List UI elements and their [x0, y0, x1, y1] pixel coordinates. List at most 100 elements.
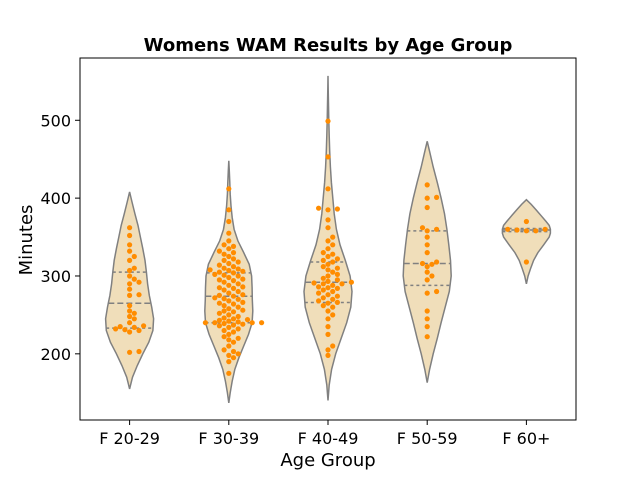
data-point — [226, 324, 232, 330]
data-point — [424, 308, 430, 314]
data-point — [240, 292, 246, 298]
data-point — [216, 323, 222, 329]
data-point — [230, 293, 237, 299]
data-point — [226, 298, 232, 304]
x-tick-label: F 40-49 — [298, 429, 359, 448]
data-point — [316, 284, 322, 290]
data-point — [226, 260, 232, 267]
data-point — [226, 352, 232, 358]
data-point — [127, 281, 133, 287]
data-point — [230, 256, 237, 262]
data-point — [334, 285, 340, 291]
data-point — [207, 267, 213, 273]
data-point — [330, 288, 336, 295]
data-point — [320, 287, 326, 293]
data-point — [325, 246, 331, 252]
data-point — [235, 259, 241, 265]
data-point — [117, 324, 123, 330]
data-point — [131, 253, 137, 260]
data-point — [235, 335, 241, 341]
data-point — [226, 267, 232, 274]
data-point — [221, 257, 227, 263]
data-point — [212, 320, 218, 326]
data-point — [127, 273, 133, 279]
data-point — [325, 331, 331, 337]
data-point — [127, 232, 133, 239]
violin-group — [402, 141, 452, 383]
y-axis-label: Minutes — [16, 205, 37, 276]
data-point — [226, 337, 232, 343]
violin-group — [202, 160, 265, 404]
data-point — [230, 339, 237, 345]
data-point — [325, 267, 331, 273]
data-point — [221, 287, 227, 293]
data-point — [325, 300, 331, 306]
data-point — [240, 284, 246, 290]
x-tick-label: F 30-39 — [198, 429, 259, 448]
data-point — [136, 327, 142, 334]
data-point — [226, 207, 232, 213]
data-point — [325, 324, 331, 330]
data-point — [334, 277, 340, 283]
data-point — [230, 301, 237, 307]
data-point — [216, 300, 222, 306]
data-point — [221, 272, 227, 278]
plot-area — [104, 75, 552, 404]
data-point — [320, 303, 326, 309]
data-point — [221, 279, 227, 285]
data-point — [334, 271, 340, 277]
data-point — [221, 347, 227, 353]
data-point — [348, 279, 354, 285]
data-point — [424, 277, 430, 283]
data-point — [221, 308, 227, 314]
data-point — [221, 327, 227, 334]
data-point — [424, 269, 430, 275]
data-point — [325, 225, 331, 231]
data-point — [127, 248, 133, 254]
data-point — [221, 334, 227, 340]
violin-body — [501, 198, 552, 284]
data-point — [230, 250, 237, 256]
chart-title: Womens WAM Results by Age Group — [144, 35, 513, 56]
x-tick-label: F 60+ — [502, 429, 550, 448]
data-point — [434, 259, 440, 265]
data-point — [230, 329, 237, 335]
data-point — [325, 261, 331, 267]
data-point — [325, 273, 331, 279]
data-point — [226, 253, 232, 260]
violin-body — [303, 75, 353, 401]
data-point — [325, 285, 331, 291]
data-point — [221, 265, 227, 271]
data-point — [316, 290, 322, 296]
data-point — [334, 293, 340, 299]
data-point — [320, 275, 326, 281]
data-point — [325, 316, 331, 322]
data-point — [424, 228, 430, 234]
data-point — [212, 295, 218, 301]
data-point — [424, 290, 430, 296]
data-point — [216, 269, 222, 275]
data-point — [230, 322, 237, 328]
data-point — [127, 329, 133, 335]
data-point — [334, 256, 340, 262]
data-point — [240, 268, 246, 274]
data-point — [131, 276, 137, 282]
data-point — [226, 331, 232, 337]
y-tick-label: 200 — [40, 345, 71, 364]
data-point — [235, 351, 241, 357]
data-point — [226, 318, 232, 324]
data-point — [226, 246, 232, 252]
data-point — [320, 257, 326, 263]
data-point — [320, 250, 326, 256]
data-point — [226, 230, 232, 236]
data-point — [325, 154, 331, 160]
data-point — [330, 259, 336, 265]
y-tick-label: 300 — [40, 267, 71, 286]
data-point — [316, 205, 322, 211]
data-point — [316, 298, 322, 304]
data-point — [136, 348, 142, 355]
data-point — [230, 243, 237, 249]
data-point — [216, 317, 222, 323]
data-point — [320, 281, 326, 287]
data-point — [127, 257, 133, 263]
